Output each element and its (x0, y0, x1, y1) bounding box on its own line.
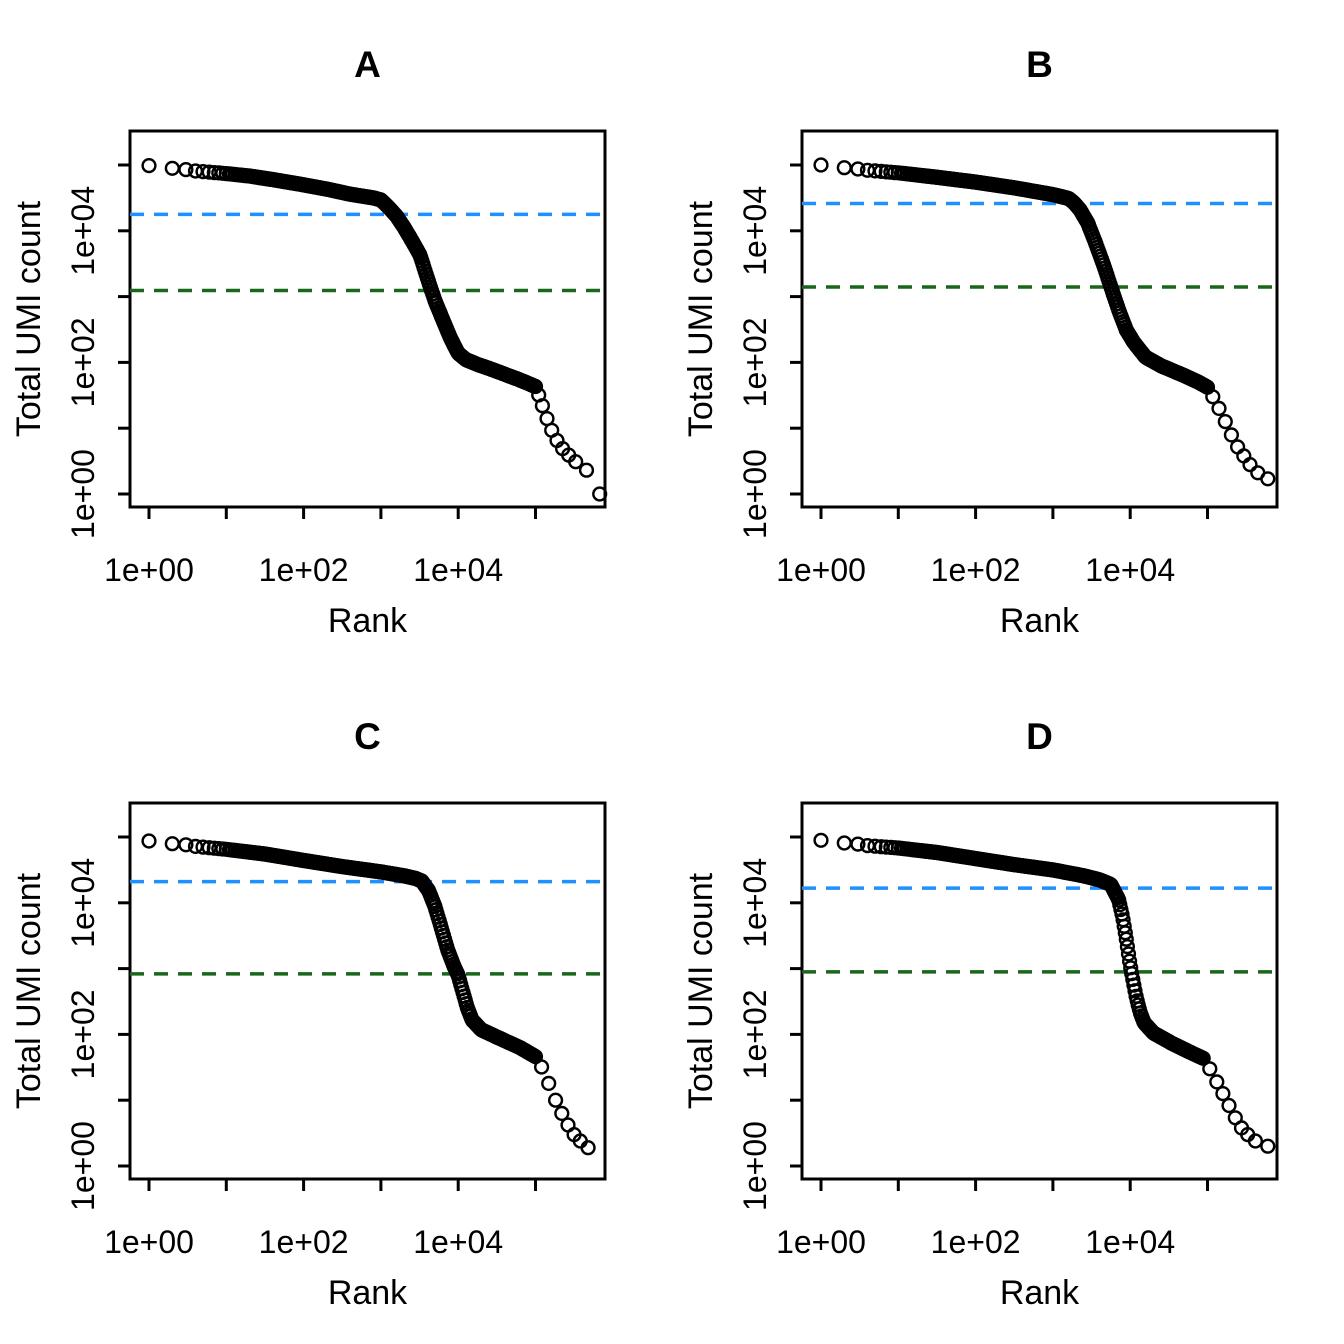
data-point (1202, 1061, 1218, 1077)
data-point (195, 839, 211, 855)
data-point (1260, 1138, 1276, 1154)
data-point (850, 836, 866, 852)
y-tick-label: 1e+02 (65, 317, 101, 407)
data-point (1229, 439, 1246, 455)
x-tick-label: 1e+04 (413, 552, 503, 588)
x-tick-label: 1e+04 (413, 1224, 503, 1260)
data-points (141, 158, 608, 502)
data-point (813, 832, 829, 848)
data-point (1127, 983, 1143, 999)
panel-title: C (354, 716, 381, 757)
plot-border (800, 801, 1279, 1181)
y-tick-label: 1e+04 (65, 186, 101, 276)
data-point (1223, 427, 1240, 443)
data-point (1209, 1074, 1225, 1090)
rank-plot-panel-c: C Rank Total UMI count 1e+00 1e+02 1e+041e… (10, 716, 607, 1312)
data-point (836, 160, 852, 176)
panel-title: B (1026, 44, 1053, 85)
x-axis-title: Rank (1000, 1274, 1080, 1312)
x-tick-label: 1e+02 (259, 1224, 349, 1260)
plot-border (128, 129, 607, 509)
data-point (1215, 1086, 1231, 1102)
panel-title: D (1026, 716, 1053, 757)
data-point (1195, 1050, 1211, 1066)
data-point (867, 838, 883, 854)
panel-title: A (354, 44, 381, 85)
x-tick-label: 1e+02 (259, 552, 349, 588)
rank-plot-panel-a: A Rank Total UMI count 1e+00 1e+02 1e+041e… (10, 44, 608, 640)
data-point (1247, 1133, 1264, 1149)
data-points (813, 157, 1276, 487)
x-tick-label: 1e+02 (931, 1224, 1021, 1260)
data-point (547, 1092, 564, 1108)
x-tick-label: 1e+00 (104, 1224, 194, 1260)
data-point (850, 161, 866, 177)
data-point (1221, 1097, 1237, 1114)
plot-area: 1e+00 1e+02 1e+04 1e+00 1e+02 1e+04 (737, 129, 1279, 588)
y-tick-label: 1e+00 (65, 449, 101, 539)
plot-area: 1e+00 1e+02 1e+04 1e+00 1e+02 1e+04 (65, 801, 607, 1260)
data-point (568, 454, 584, 470)
data-point (554, 1105, 570, 1122)
data-point (1217, 414, 1233, 430)
plot-area: 1e+00 1e+02 1e+04 1e+00 1e+02 1e+04 (737, 801, 1279, 1260)
y-axis-title: Total UMI count (10, 872, 48, 1109)
y-tick-label: 1e+02 (65, 989, 101, 1079)
data-point (534, 398, 551, 414)
y-axis-title: Total UMI count (682, 200, 720, 437)
data-point (533, 1059, 550, 1075)
x-tick-label: 1e+00 (776, 552, 866, 588)
data-point (1205, 389, 1221, 405)
data-point (527, 378, 544, 395)
data-point (164, 160, 180, 176)
x-tick-label: 1e+00 (776, 1224, 866, 1260)
plot-border (128, 801, 607, 1181)
y-tick-label: 1e+04 (65, 858, 101, 948)
data-point (1118, 931, 1134, 947)
data-point (178, 837, 194, 853)
y-tick-label: 1e+04 (737, 858, 773, 948)
y-tick-label: 1e+00 (65, 1121, 101, 1211)
x-tick-label: 1e+04 (1085, 552, 1175, 588)
plot-area: 1e+00 1e+02 1e+04 1e+00 1e+02 1e+04 (65, 129, 608, 588)
plot-border (800, 129, 1279, 509)
y-axis-title: Total UMI count (682, 872, 720, 1109)
data-point (1119, 939, 1136, 955)
y-tick-label: 1e+04 (737, 186, 773, 276)
x-tick-label: 1e+02 (931, 552, 1021, 588)
y-tick-label: 1e+02 (737, 989, 773, 1079)
data-point (178, 162, 194, 178)
data-point (164, 836, 180, 852)
data-point (592, 486, 608, 502)
data-point (813, 157, 829, 173)
data-point (1120, 946, 1137, 962)
data-point (541, 1075, 557, 1092)
rank-plot-panel-d: D Rank Total UMI count 1e+00 1e+02 1e+041e… (682, 716, 1279, 1312)
x-tick-label: 1e+04 (1085, 1224, 1175, 1260)
x-axis-title: Rank (328, 602, 408, 640)
data-point (836, 835, 852, 851)
x-axis-title: Rank (328, 1274, 408, 1312)
y-tick-label: 1e+00 (737, 449, 773, 539)
data-point (580, 1140, 596, 1156)
x-tick-label: 1e+00 (104, 552, 194, 588)
data-point (867, 163, 883, 179)
data-point (141, 833, 157, 849)
y-axis-title: Total UMI count (10, 200, 48, 437)
y-tick-label: 1e+02 (737, 317, 773, 407)
data-point (578, 462, 595, 478)
data-point (141, 158, 157, 174)
data-points (813, 832, 1276, 1154)
data-point (1260, 471, 1276, 487)
data-point (1211, 400, 1227, 417)
data-points (141, 833, 596, 1156)
rank-plot-panel-b: B Rank Total UMI count 1e+00 1e+02 1e+041e… (682, 44, 1279, 640)
data-point (195, 164, 211, 180)
y-tick-label: 1e+00 (737, 1121, 773, 1211)
x-axis-title: Rank (1000, 602, 1080, 640)
data-point (1117, 925, 1133, 941)
data-point (1242, 457, 1258, 473)
